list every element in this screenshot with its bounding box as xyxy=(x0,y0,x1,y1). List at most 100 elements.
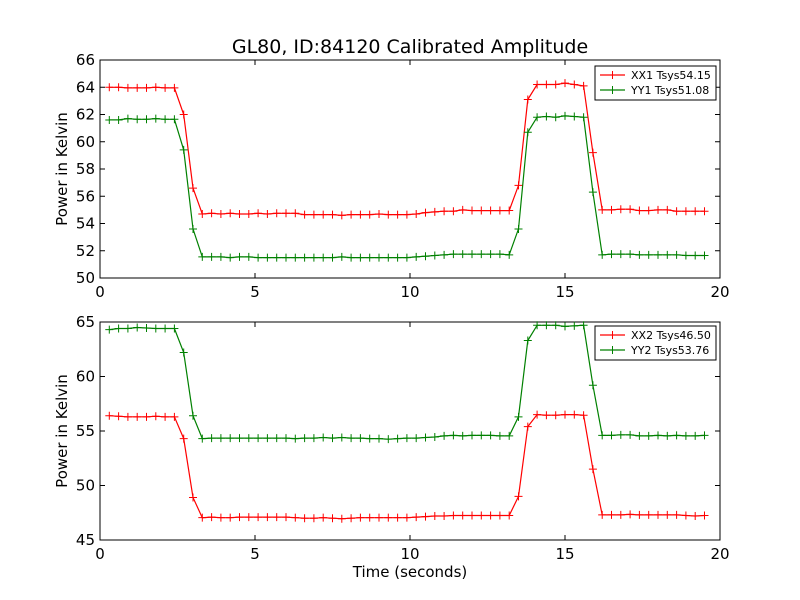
x-tick-label: 0 xyxy=(95,283,105,301)
data-point-marker xyxy=(328,210,337,219)
data-point-marker xyxy=(616,430,625,439)
data-point-marker xyxy=(542,80,551,89)
data-point-marker xyxy=(430,251,439,260)
data-point-marker xyxy=(347,434,356,443)
data-point-marker xyxy=(282,513,290,522)
data-point-marker xyxy=(681,251,690,260)
x-axis-label: Time (seconds) xyxy=(352,563,468,581)
data-point-marker xyxy=(207,513,216,522)
data-point-marker xyxy=(514,412,523,421)
data-point-marker xyxy=(635,510,644,519)
data-point-marker xyxy=(523,336,532,345)
data-point-marker xyxy=(105,325,114,334)
data-point-marker xyxy=(458,431,467,440)
data-point-marker xyxy=(226,253,235,262)
data-point-marker xyxy=(235,513,244,522)
data-point-marker xyxy=(551,411,560,420)
data-point-marker xyxy=(244,434,253,443)
data-point-marker xyxy=(514,224,523,233)
data-point-marker xyxy=(226,513,235,522)
data-point-marker xyxy=(607,510,616,519)
data-point-marker xyxy=(365,434,374,443)
data-point-marker xyxy=(672,250,681,259)
data-point-marker xyxy=(412,209,421,218)
data-point-marker xyxy=(216,434,225,443)
data-point-marker xyxy=(579,321,588,330)
data-point-marker xyxy=(272,253,281,262)
data-point-marker xyxy=(337,433,346,442)
data-point-marker xyxy=(458,250,467,259)
data-point-marker xyxy=(142,412,151,421)
data-point-marker xyxy=(244,513,253,522)
data-point-marker xyxy=(300,210,309,219)
data-point-marker xyxy=(644,250,653,259)
data-point-marker xyxy=(393,253,402,262)
data-point-marker xyxy=(384,210,393,219)
data-point-marker xyxy=(114,115,123,124)
data-point-marker xyxy=(607,431,616,440)
data-point-marker xyxy=(133,323,142,332)
data-point-marker xyxy=(189,411,197,420)
y-tick-label: 50 xyxy=(76,269,95,287)
y-tick-label: 54 xyxy=(76,215,95,233)
data-point-marker xyxy=(114,324,123,333)
data-point-marker xyxy=(179,145,188,154)
data-point-marker xyxy=(579,411,588,420)
data-point-marker xyxy=(151,412,160,421)
legend-box xyxy=(594,65,717,101)
data-point-marker xyxy=(142,115,151,124)
data-point-marker xyxy=(263,253,272,262)
data-point-marker xyxy=(644,206,653,215)
data-point-marker xyxy=(402,513,411,522)
data-point-marker xyxy=(151,114,160,123)
data-point-marker xyxy=(626,205,635,214)
data-point-marker xyxy=(486,250,495,259)
data-point-marker xyxy=(561,322,569,331)
legend-label: XX1 Tsys54.15 xyxy=(631,69,711,82)
data-point-marker xyxy=(189,184,197,193)
data-point-marker xyxy=(291,434,300,443)
data-point-marker xyxy=(328,434,337,443)
data-point-marker xyxy=(105,115,114,124)
data-point-marker xyxy=(654,510,662,519)
data-point-marker xyxy=(282,253,290,262)
data-point-marker xyxy=(691,431,700,440)
data-point-marker xyxy=(356,210,365,219)
data-point-marker xyxy=(347,514,356,523)
data-point-marker xyxy=(514,492,523,501)
data-point-marker xyxy=(551,80,560,89)
data-point-marker xyxy=(449,511,458,520)
data-point-marker xyxy=(607,205,616,214)
data-point-marker xyxy=(161,412,170,421)
data-point-marker xyxy=(412,434,421,443)
data-point-marker xyxy=(263,209,272,218)
data-point-marker xyxy=(616,205,625,214)
data-point-marker xyxy=(412,513,421,522)
data-point-marker xyxy=(533,80,542,89)
legend-label: YY2 Tsys53.76 xyxy=(630,344,709,357)
data-point-marker xyxy=(402,253,411,262)
data-point-marker xyxy=(672,207,681,216)
data-point-marker xyxy=(384,253,393,262)
x-tick-label: 20 xyxy=(710,283,729,301)
legend-label: YY1 Tsys51.08 xyxy=(630,84,709,97)
data-point-marker xyxy=(347,210,356,219)
data-point-marker xyxy=(700,251,709,260)
data-point-marker xyxy=(282,434,290,443)
data-point-marker xyxy=(533,321,542,330)
data-point-marker xyxy=(375,253,383,262)
data-point-marker xyxy=(449,250,458,259)
legend-marker xyxy=(608,346,617,354)
data-point-marker xyxy=(421,208,430,217)
data-point-marker xyxy=(170,115,179,124)
data-point-marker xyxy=(681,431,690,440)
data-point-marker xyxy=(523,95,532,104)
data-point-marker xyxy=(309,434,318,443)
data-point-marker xyxy=(663,431,672,440)
data-point-marker xyxy=(700,207,709,216)
data-point-marker xyxy=(523,128,532,137)
data-point-marker xyxy=(216,252,225,261)
data-point-marker xyxy=(133,115,142,124)
data-point-marker xyxy=(402,434,411,443)
